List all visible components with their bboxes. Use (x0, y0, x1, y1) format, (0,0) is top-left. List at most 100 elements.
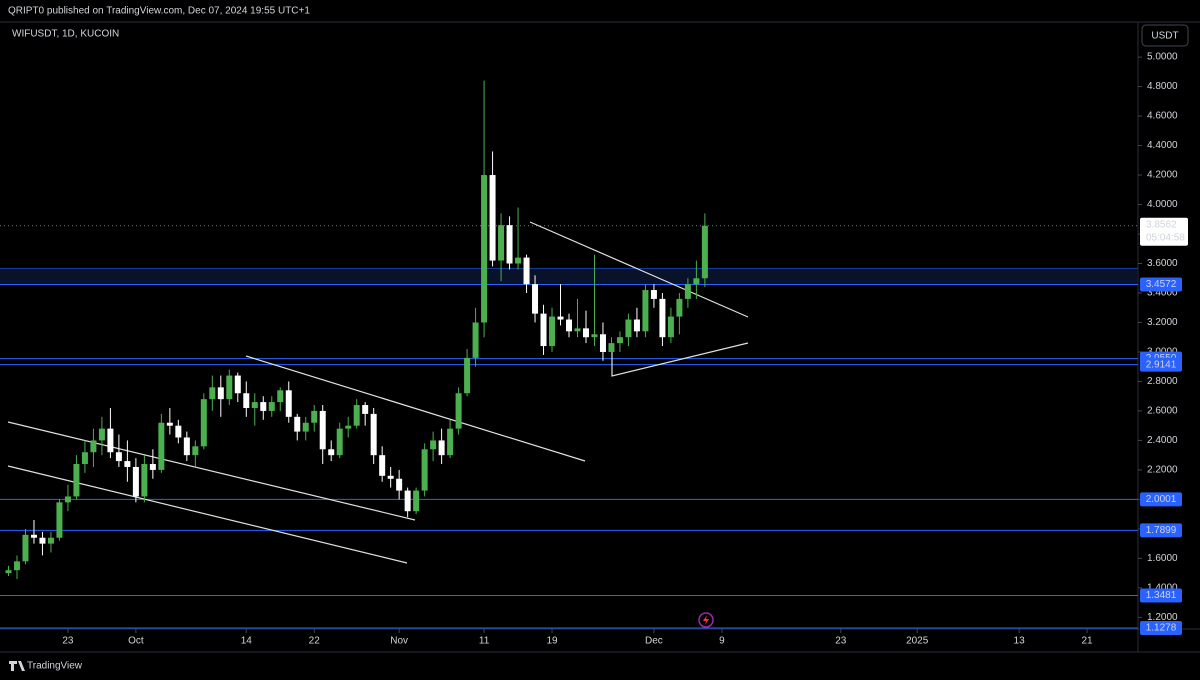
candle-body (234, 375, 241, 394)
candle-body (64, 496, 71, 503)
candle-body (132, 466, 139, 497)
x-tick-label: 9 (719, 636, 725, 647)
candle-body (591, 334, 598, 338)
candle-body (472, 322, 479, 358)
candle-body (73, 464, 80, 497)
y-tick-label: 2.2000 (1147, 465, 1178, 476)
x-tick-label: 2025 (906, 636, 929, 647)
price-line-tag (1140, 620, 1182, 635)
candle-body (285, 390, 292, 417)
price-line-tag (1140, 277, 1182, 292)
header: QRIPT0 published on TradingView.com, Dec… (8, 6, 310, 17)
candle-body (319, 410, 326, 450)
candle-body (557, 316, 564, 320)
candle-body (124, 461, 131, 467)
y-tick-label: 4.8000 (1147, 81, 1178, 92)
candle-body (498, 225, 505, 261)
candle-body (387, 475, 394, 479)
candle-body (183, 437, 190, 456)
candle-body (362, 405, 369, 414)
event-icon[interactable] (698, 612, 714, 628)
price-line-label: 1.3481 (1146, 590, 1177, 601)
x-tick-label: 14 (241, 636, 253, 647)
candle-body (549, 316, 556, 347)
candle-body (566, 319, 572, 332)
y-tick-label: 1.4000 (1147, 583, 1178, 594)
symbol-title: WIFUSDT, 1D, KUCOIN (12, 29, 119, 40)
candle-body (336, 428, 343, 456)
candle-body (268, 402, 275, 411)
event-icon-bolt (703, 615, 709, 625)
candle-body (608, 343, 615, 352)
candle-body (328, 449, 335, 456)
candle-body (667, 316, 674, 338)
candle-body (200, 399, 207, 447)
candle-body (209, 387, 216, 400)
candle-body (56, 502, 63, 538)
candle-body (311, 410, 318, 423)
candle-body (81, 452, 88, 465)
candle-body (616, 337, 623, 344)
y-tick-label: 4.0000 (1147, 199, 1178, 210)
footer-brand: TradingView (27, 661, 83, 672)
candle-body (353, 405, 360, 426)
candle-body (633, 319, 640, 332)
y-tick-label: 2.6000 (1147, 406, 1178, 417)
price-line-tag (1140, 357, 1182, 372)
candle-body (115, 452, 122, 462)
currency-button[interactable] (1141, 24, 1189, 47)
candle-body (149, 464, 156, 470)
y-tick-label: 5.0000 (1147, 52, 1178, 63)
candle-body (192, 446, 199, 456)
candle-body (294, 416, 301, 432)
x-tick-label: 23 (62, 636, 74, 647)
candle-body (226, 375, 233, 400)
x-tick-label: 23 (835, 636, 847, 647)
x-tick-label: 11 (479, 636, 490, 647)
price-line-label: 2.0001 (1146, 494, 1177, 505)
countdown: 05:04:58 (1146, 232, 1185, 243)
x-tick-label: Oct (128, 636, 144, 647)
candle-body (107, 428, 114, 453)
y-tick-label: 2.4000 (1147, 435, 1178, 446)
x-tick-label: Dec (645, 636, 663, 647)
price-line-tag (1140, 492, 1182, 507)
logo (9, 661, 25, 671)
candle-body (141, 464, 148, 497)
candle-body (30, 534, 37, 538)
price-line-label: 1.7899 (1146, 525, 1177, 536)
candle-body (447, 428, 454, 456)
x-tick-label: 22 (309, 636, 321, 647)
x-tick-label: 13 (1014, 636, 1026, 647)
candle-body (515, 257, 522, 264)
x-tick-label: 19 (546, 636, 558, 647)
price-line-label: 2.9141 (1146, 359, 1177, 370)
triangle-line (611, 342, 749, 377)
candle-body (659, 298, 666, 338)
candle-body (523, 257, 530, 285)
candle-body (98, 428, 105, 441)
candle-body (13, 561, 20, 571)
price-line-label: 3.4572 (1146, 279, 1177, 290)
candle-body (684, 284, 691, 299)
zone (0, 268, 1138, 285)
price-line-tag (1140, 523, 1182, 538)
candle-body (251, 402, 258, 408)
candle-body (599, 334, 606, 352)
y-tick-label: 3.6000 (1147, 258, 1178, 269)
y-tick-label: 4.6000 (1147, 111, 1178, 122)
currency[interactable]: USDT (1151, 31, 1178, 42)
candle-body (345, 425, 352, 429)
candle-body (625, 319, 632, 338)
candle-body (39, 537, 46, 544)
candle-body (302, 422, 309, 432)
candle-body (455, 393, 462, 429)
last-price-tag (1140, 217, 1188, 246)
candle-body (370, 413, 377, 456)
candle-body (243, 393, 250, 408)
candle-body (701, 225, 708, 279)
candle-body (158, 422, 165, 470)
y-tick-label: 2.8000 (1147, 376, 1178, 387)
candle-body (464, 357, 471, 394)
candle-body (90, 440, 97, 453)
